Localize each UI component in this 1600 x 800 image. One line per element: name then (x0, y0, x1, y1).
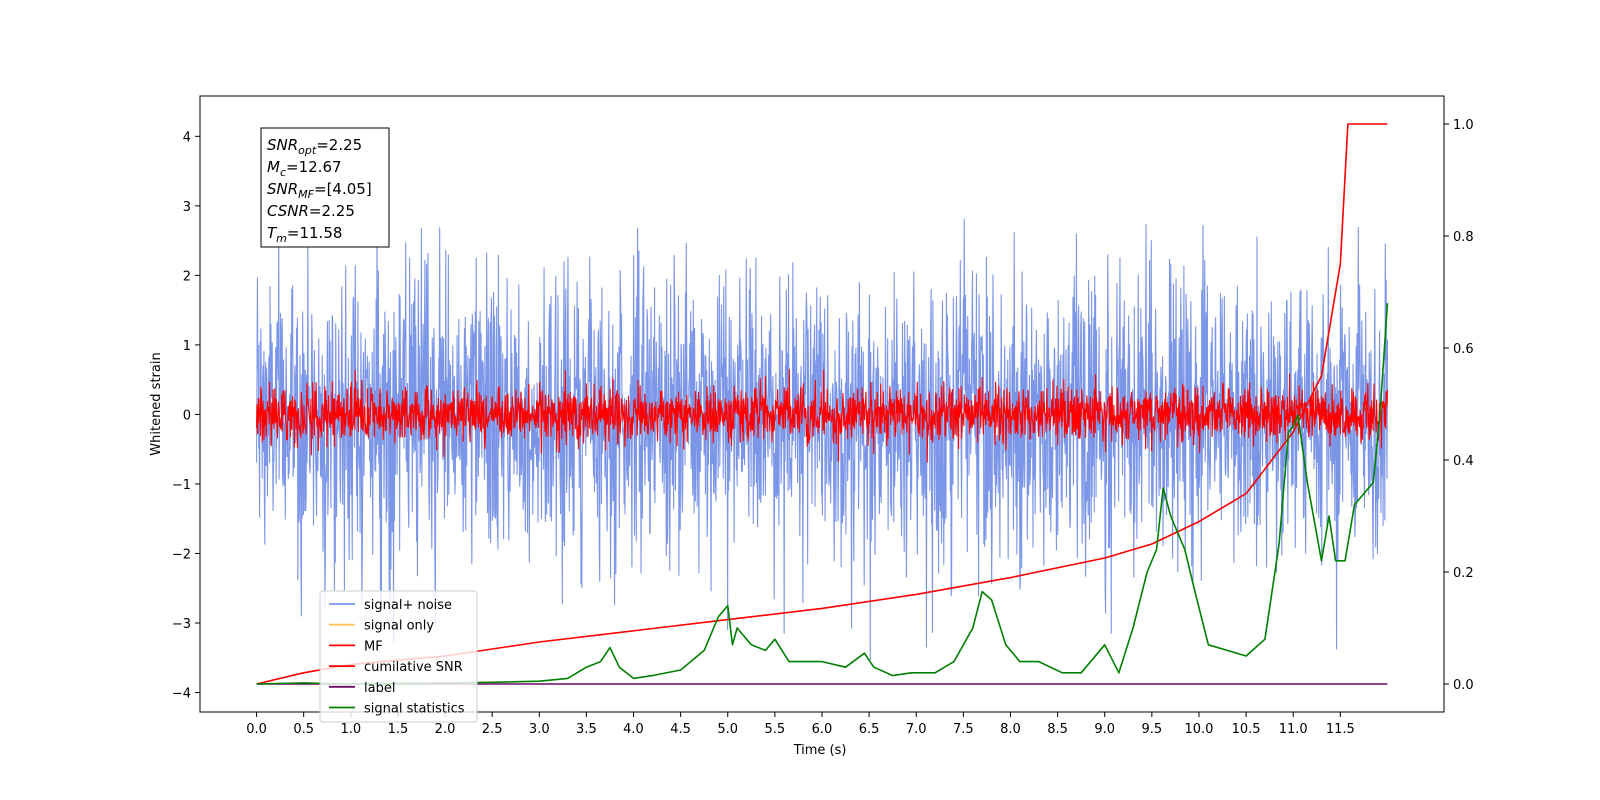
x-tick-label-10: 5.0 (717, 722, 738, 737)
legend-label-4: label (364, 681, 395, 696)
x-tick-label-12: 6.0 (812, 722, 833, 737)
y-left-tick-label-3: −1 (172, 478, 191, 493)
x-tick-label-13: 6.5 (859, 722, 880, 737)
x-tick-label-8: 4.0 (623, 722, 644, 737)
annotation-value-0: =2.25 (316, 136, 362, 154)
legend: signal+ noise signal only MF cumilative SNR… (319, 590, 478, 723)
annotation-box: SNRopt=2.25Mc=12.67SNRMF=[4.05]CSNR=2.25… (260, 127, 390, 248)
y-right-tick-label-3: 0.6 (1453, 342, 1474, 357)
annotation-line-4: Tm=11.58 (267, 224, 342, 245)
y-right-tick-label-5: 1.0 (1453, 118, 1474, 133)
x-tick-label-17: 8.5 (1047, 722, 1068, 737)
x-tick-label-3: 1.5 (388, 722, 409, 737)
x-axis-ticks: 0.0 0.5 1.0 1.5 2.0 2.5 3.0 3.5 4.0 4.5 5.0 5.5 6.0 6… (246, 712, 1355, 737)
x-tick-label-19: 9.5 (1142, 722, 1163, 737)
y-left-tick-label-6: 2 (183, 269, 191, 284)
x-tick-label-5: 2.5 (482, 722, 503, 737)
y-right-tick-label-4: 0.8 (1453, 230, 1474, 245)
legend-label-0: signal+ noise (364, 598, 452, 613)
y-left-tick-label-1: −3 (172, 617, 191, 632)
x-tick-label-4: 2.0 (435, 722, 456, 737)
y-axis-left-ticks: −4 −3 −2 −1 0 1 2 3 4 (172, 130, 200, 702)
annotation-subscript-4: m (276, 232, 287, 245)
x-axis-label: Time (s) (793, 743, 847, 758)
legend-label-3: cumilative SNR (364, 660, 463, 675)
annotation-symbol-2: SNR (267, 180, 298, 198)
y-left-tick-label-8: 4 (183, 130, 191, 145)
x-tick-label-9: 4.5 (670, 722, 691, 737)
annotation-subscript-0: opt (298, 144, 317, 157)
x-tick-label-14: 7.0 (906, 722, 927, 737)
annotation-lines: SNRopt=2.25Mc=12.67SNRMF=[4.05]CSNR=2.25… (267, 136, 372, 245)
x-tick-label-23: 11.5 (1326, 722, 1355, 737)
x-tick-label-1: 0.5 (293, 722, 314, 737)
x-tick-label-2: 1.0 (340, 722, 361, 737)
y-left-tick-label-2: −2 (172, 547, 191, 562)
y-right-tick-label-0: 0.0 (1453, 678, 1474, 693)
series-line-mf (256, 368, 1388, 463)
legend-label-2: MF (364, 639, 383, 654)
y-right-tick-label-1: 0.2 (1453, 566, 1474, 581)
annotation-line-1: Mc=12.67 (267, 158, 342, 179)
annotation-value-2: =[4.05] (314, 180, 372, 198)
y-axis-label: Whitened strain (149, 352, 164, 455)
x-tick-label-11: 5.5 (765, 722, 786, 737)
annotation-value-4: =11.58 (287, 224, 343, 242)
legend-entries: signal+ noise signal only MF cumilative SNR… (329, 598, 465, 717)
y-left-tick-label-0: −4 (172, 687, 191, 702)
annotation-line-3: CSNR=2.25 (267, 202, 355, 220)
y-right-tick-label-2: 0.4 (1453, 454, 1474, 469)
y-left-tick-label-4: 0 (183, 408, 191, 423)
annotation-symbol-0: SNR (267, 136, 298, 154)
x-tick-label-18: 9.0 (1094, 722, 1115, 737)
annotation-value-1: =12.67 (286, 158, 342, 176)
x-tick-label-7: 3.5 (576, 722, 597, 737)
annotation-symbol-4: T (267, 224, 278, 242)
series-line-signal-statistics (256, 303, 1389, 685)
y-axis-right-ticks: 0.0 0.2 0.4 0.6 0.8 1.0 (1444, 118, 1474, 693)
x-tick-label-20: 10.0 (1184, 722, 1213, 737)
x-tick-label-22: 11.0 (1279, 722, 1308, 737)
x-tick-label-0: 0.0 (246, 722, 267, 737)
annotation-line-0: SNRopt=2.25 (267, 136, 362, 157)
annotation-subscript-2: MF (298, 188, 314, 201)
annotation-value-3: =2.25 (309, 202, 355, 220)
y-left-tick-label-5: 1 (183, 339, 191, 354)
annotation-line-2: SNRMF=[4.05] (267, 180, 372, 201)
annotation-symbol-1: M (267, 158, 280, 176)
annotation-subscript-1: c (280, 166, 286, 179)
y-left-tick-label-7: 3 (183, 200, 191, 215)
legend-label-1: signal only (364, 619, 434, 634)
x-tick-label-21: 10.5 (1232, 722, 1261, 737)
annotation-symbol-3: CSNR (267, 202, 309, 220)
legend-label-5: signal statistics (364, 702, 465, 717)
x-tick-label-6: 3.0 (529, 722, 550, 737)
x-tick-label-15: 7.5 (953, 722, 974, 737)
x-tick-label-16: 8.0 (1000, 722, 1021, 737)
